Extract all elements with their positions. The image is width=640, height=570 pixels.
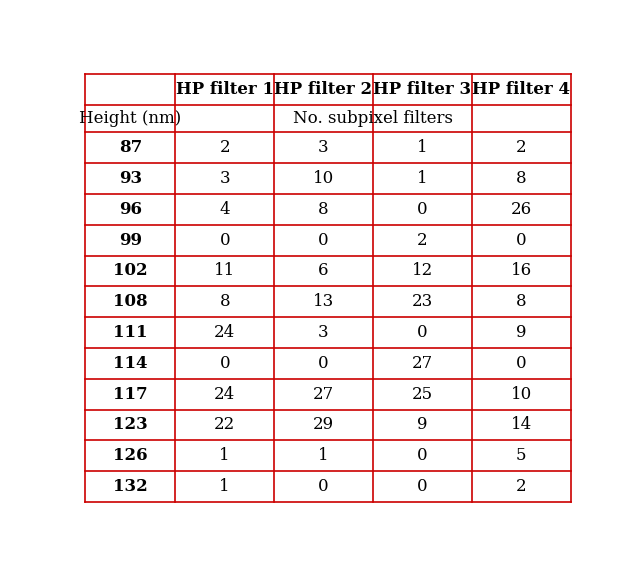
Text: 0: 0: [516, 355, 527, 372]
Text: HP filter 4: HP filter 4: [472, 81, 570, 97]
Text: 0: 0: [417, 324, 428, 341]
Text: 10: 10: [511, 386, 532, 402]
Text: 108: 108: [113, 293, 148, 310]
Text: 8: 8: [220, 293, 230, 310]
Text: 1: 1: [417, 139, 428, 156]
Text: HP filter 3: HP filter 3: [373, 81, 472, 97]
Text: 26: 26: [511, 201, 532, 218]
Text: 23: 23: [412, 293, 433, 310]
Text: 3: 3: [220, 170, 230, 187]
Text: 24: 24: [214, 386, 236, 402]
Text: 123: 123: [113, 417, 148, 433]
Text: 16: 16: [511, 262, 532, 279]
Text: 9: 9: [417, 417, 428, 433]
Text: Height (nm): Height (nm): [79, 110, 182, 127]
Text: 126: 126: [113, 447, 148, 464]
Text: 114: 114: [113, 355, 148, 372]
Text: 12: 12: [412, 262, 433, 279]
Text: 132: 132: [113, 478, 148, 495]
Text: 102: 102: [113, 262, 148, 279]
Text: 0: 0: [417, 447, 428, 464]
Text: 117: 117: [113, 386, 148, 402]
Text: 29: 29: [313, 417, 334, 433]
Text: No. subpixel filters: No. subpixel filters: [293, 110, 453, 127]
Text: 13: 13: [313, 293, 334, 310]
Text: 6: 6: [318, 262, 329, 279]
Text: 0: 0: [318, 231, 329, 249]
Text: 0: 0: [220, 231, 230, 249]
Text: 0: 0: [318, 478, 329, 495]
Text: 2: 2: [417, 231, 428, 249]
Text: 2: 2: [220, 139, 230, 156]
Text: 0: 0: [417, 478, 428, 495]
Text: 8: 8: [516, 293, 527, 310]
Text: 8: 8: [516, 170, 527, 187]
Text: 2: 2: [516, 139, 527, 156]
Text: 4: 4: [220, 201, 230, 218]
Text: 14: 14: [511, 417, 532, 433]
Text: 0: 0: [417, 201, 428, 218]
Text: 99: 99: [119, 231, 142, 249]
Text: 96: 96: [119, 201, 142, 218]
Text: 1: 1: [417, 170, 428, 187]
Text: 22: 22: [214, 417, 236, 433]
Text: 0: 0: [220, 355, 230, 372]
Text: 9: 9: [516, 324, 527, 341]
Text: 8: 8: [318, 201, 329, 218]
Text: 25: 25: [412, 386, 433, 402]
Text: 1: 1: [220, 447, 230, 464]
Text: HP filter 1: HP filter 1: [176, 81, 274, 97]
Text: 93: 93: [119, 170, 142, 187]
Text: 87: 87: [119, 139, 142, 156]
Text: 10: 10: [313, 170, 334, 187]
Text: 1: 1: [220, 478, 230, 495]
Text: 3: 3: [318, 324, 329, 341]
Text: 3: 3: [318, 139, 329, 156]
Text: 5: 5: [516, 447, 527, 464]
Text: 27: 27: [313, 386, 334, 402]
Text: HP filter 2: HP filter 2: [275, 81, 372, 97]
Text: 0: 0: [318, 355, 329, 372]
Text: 2: 2: [516, 478, 527, 495]
Text: 27: 27: [412, 355, 433, 372]
Text: 0: 0: [516, 231, 527, 249]
Text: 24: 24: [214, 324, 236, 341]
Text: 11: 11: [214, 262, 236, 279]
Text: 111: 111: [113, 324, 148, 341]
Text: 1: 1: [318, 447, 329, 464]
